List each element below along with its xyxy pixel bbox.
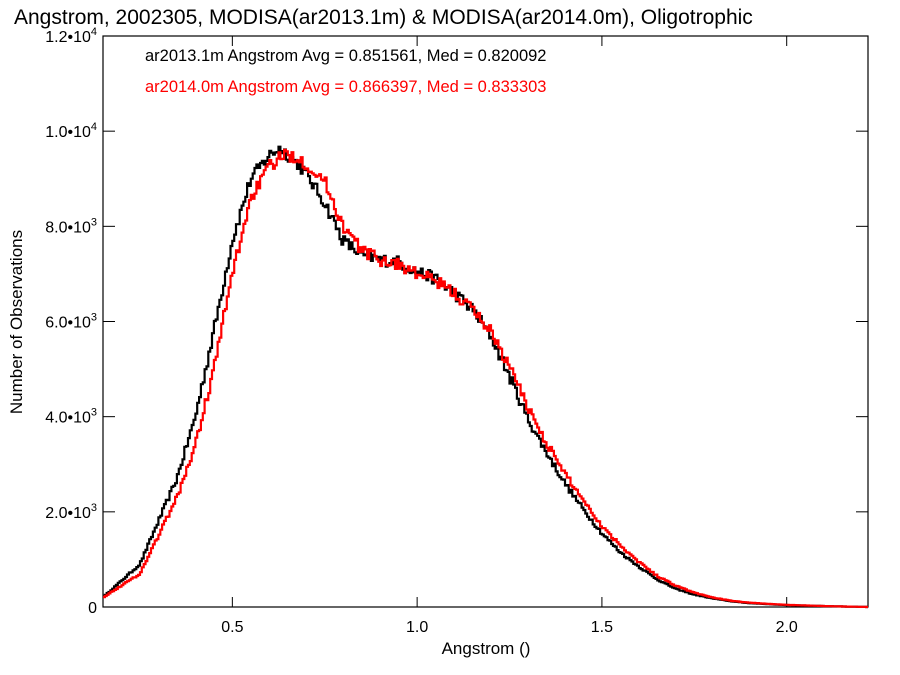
y-tick-label: 6.0•103 [45,312,97,332]
series-line-ar2013.1m [103,145,868,609]
y-axis-label: Number of Observations [7,230,26,414]
x-tick-label: 1.5 [591,619,613,636]
x-tick-label: 1.0 [406,619,428,636]
annotation-black: ar2013.1m Angstrom Avg = 0.851561, Med =… [145,47,547,65]
y-tick-label: 1.0•104 [45,121,97,141]
x-tick-label: 2.0 [776,619,798,636]
chart-title: Angstrom, 2002305, MODISA(ar2013.1m) & M… [14,6,753,29]
y-tick-label: 0 [88,600,97,617]
y-tick-label: 4.0•103 [45,407,97,427]
y-tick-label: 2.0•103 [45,502,97,522]
axis-ticks: 0.5 1.0 1.5 2.0 0 2.0•103 4.0•103 6.0•103 8.0•10… [45,26,868,636]
series-layer [103,145,868,609]
x-tick-label: 0.5 [221,619,243,636]
annotation-red: ar2014.0m Angstrom Avg = 0.866397, Med =… [145,78,547,96]
y-tick-label: 1.2•104 [45,26,97,46]
plot-frame [102,35,869,608]
y-tick-label: 8.0•103 [45,216,97,236]
x-axis-label: Angstrom () [442,639,531,658]
series-line-ar2014.0m [103,148,868,609]
